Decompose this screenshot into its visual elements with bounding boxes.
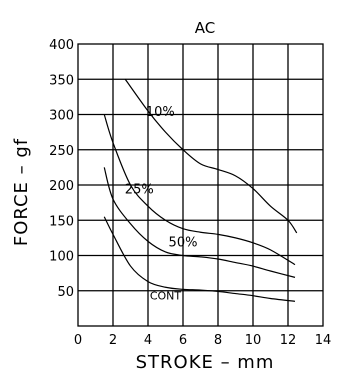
y-tick-label: 350 [49,73,74,88]
y-tick-label: 400 [49,38,74,53]
y-tick-label: 100 [49,250,74,265]
curve-25-percent [103,114,296,266]
x-tick-label: 8 [214,333,222,348]
x-tick-label: 14 [315,333,332,348]
x-tick-label: 10 [245,333,262,348]
x-tick-label: 6 [179,333,187,348]
curves [103,78,298,302]
plot-frame [77,43,324,327]
curve-label: CONT [150,289,182,302]
x-tick-label: 2 [109,333,117,348]
curve-50-percent [103,167,296,278]
y-tick-labels: 50 100 150 200 250 300 350 400 [49,38,74,300]
y-tick-label: 250 [49,144,74,159]
curve-label: 25% [125,183,154,198]
curve-label: 10% [146,105,175,120]
y-tick-label: 150 [49,214,74,229]
grid-lines [78,44,323,326]
x-tick-labels: 0 2 4 6 8 10 12 14 [74,333,331,348]
x-tick-label: 0 [74,333,82,348]
y-tick-label: 200 [49,179,74,194]
curve-labels: 10% 25% 50% CONT [125,105,198,302]
x-axis-title: STROKE – mm [136,352,275,373]
x-tick-label: 12 [280,333,297,348]
y-axis-title: FORCE – gf [11,138,32,246]
curve-10-percent [124,78,298,234]
curve-cont [103,216,296,302]
y-tick-label: 300 [49,109,74,124]
chart-title: AC [195,19,215,37]
y-tick-label: 50 [57,285,74,300]
curve-label: 50% [169,235,198,250]
x-tick-label: 4 [144,333,152,348]
